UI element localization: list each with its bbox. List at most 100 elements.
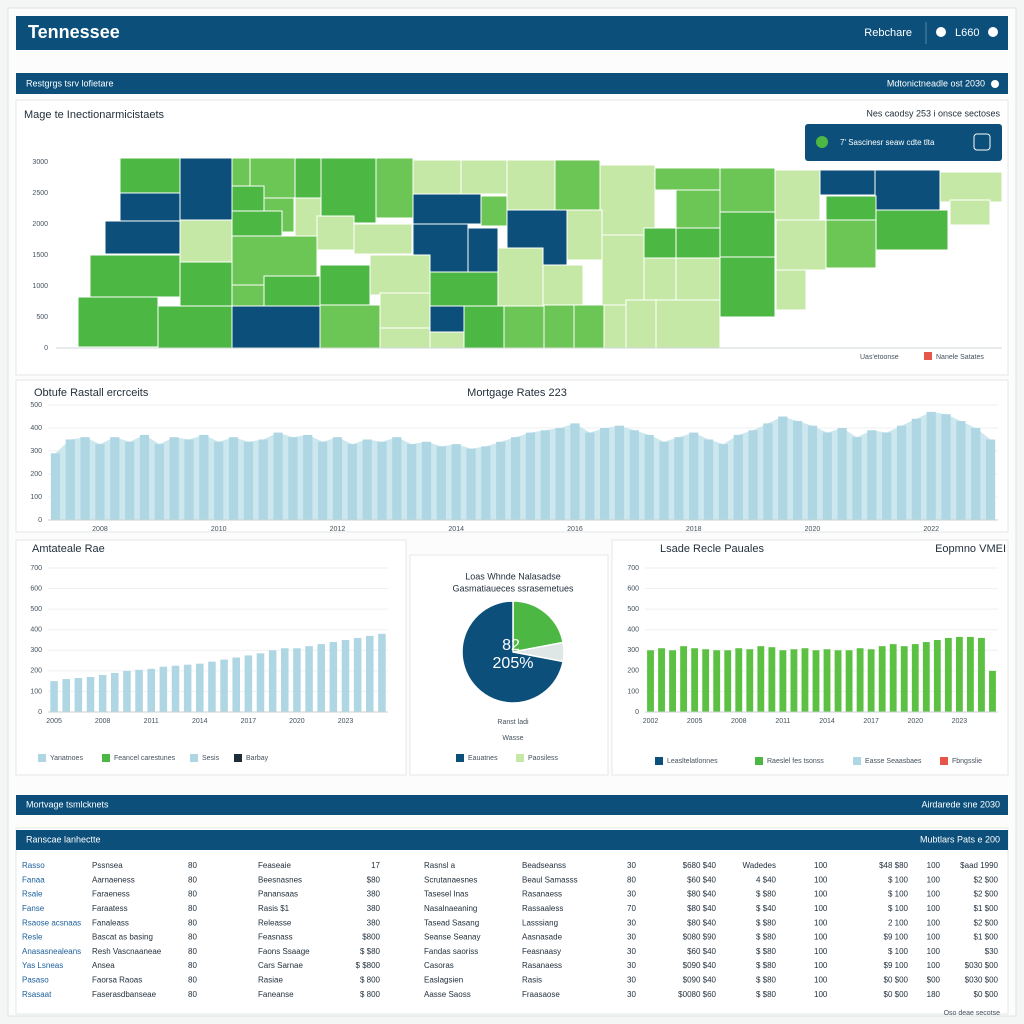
bar [779, 650, 787, 712]
county [825, 195, 877, 221]
callout-button[interactable] [973, 133, 991, 151]
bar [317, 644, 325, 712]
chart-heading: Amtateale Rae [32, 543, 105, 555]
chart-title: Loas Whnde Nalasadse [465, 571, 561, 581]
table-cell: Anasasnealeans [22, 947, 81, 956]
table-cell: 80 [188, 875, 197, 884]
table-cell: Fanaleass [92, 918, 129, 927]
bar [867, 430, 877, 520]
county [231, 157, 251, 187]
county [566, 209, 603, 261]
bar [98, 674, 107, 712]
county [412, 159, 462, 195]
bar [956, 421, 966, 520]
x-tick-label: 2016 [567, 526, 583, 533]
bar [807, 425, 818, 520]
county [643, 227, 677, 259]
bar [922, 642, 930, 712]
caption: Wasse [502, 735, 523, 742]
bar [256, 653, 265, 712]
table-cell: Fanse [22, 904, 45, 913]
map-axis-label: 2500 [32, 190, 48, 197]
bar [111, 672, 119, 712]
y-tick-label: 0 [38, 517, 42, 524]
y-tick-label: 500 [627, 606, 639, 613]
next-button[interactable] [988, 27, 998, 37]
x-tick-label: 2023 [952, 718, 968, 725]
county [231, 210, 283, 237]
menu-label[interactable]: Rebchare [864, 27, 912, 39]
table-cell: 100 [927, 933, 941, 942]
x-tick-label: 2005 [687, 718, 703, 725]
county [353, 223, 413, 255]
bar [159, 666, 168, 712]
county [875, 209, 949, 251]
map-axis-label: 500 [36, 314, 48, 321]
bar [896, 425, 907, 520]
table-cell: $80 $40 [687, 918, 716, 927]
y-tick-label: 700 [30, 565, 42, 572]
table-cell: Seanse Seanay [424, 933, 481, 942]
table-cell: 30 [627, 890, 636, 899]
prev-button[interactable] [936, 27, 946, 37]
legend-label: Fbngsslie [952, 758, 982, 765]
table-cell: $60 $40 [687, 947, 716, 956]
table-cell: $080 $90 [683, 933, 717, 942]
legend-label: Raeslel fes tsonss [767, 758, 824, 765]
table-header [16, 830, 1008, 850]
table-cell: $60 $40 [687, 875, 716, 884]
pie-slice [461, 600, 564, 704]
table-cell: $ 100 [888, 890, 909, 899]
table-cell: Fraasaose [522, 990, 560, 999]
y-tick-label: 300 [30, 448, 42, 455]
bar [647, 650, 654, 712]
table-cell: 30 [627, 918, 636, 927]
map-axis-label: 1000 [32, 283, 48, 290]
table-cell: $090 $40 [683, 976, 717, 985]
bar [812, 650, 820, 712]
table-cell: Resle [22, 933, 43, 942]
bar [793, 421, 803, 520]
table-cell: $80 $40 [687, 890, 716, 899]
table-cell: $80 $40 [687, 904, 716, 913]
table-cell: $9 100 [884, 933, 909, 942]
table-cell: Rassaaless [522, 904, 563, 913]
bar [366, 635, 374, 712]
county [294, 157, 322, 199]
county [601, 234, 645, 306]
bar [733, 434, 743, 520]
chart-heading: Obtufe Rastall ercrceits [34, 387, 149, 399]
bar [86, 677, 95, 712]
bar [110, 437, 120, 520]
bar [196, 663, 204, 712]
county [675, 227, 721, 259]
table-cell: $2 $00 [974, 918, 999, 927]
map-axis-label: 2000 [32, 221, 48, 228]
table-cell: $0 $00 [884, 976, 909, 985]
bar [967, 636, 974, 712]
legend-swatch [234, 754, 242, 762]
x-tick-label: 2014 [819, 718, 835, 725]
table-cell: 80 [188, 976, 197, 985]
bar [184, 439, 194, 520]
y-tick-label: 400 [627, 627, 639, 634]
table-cell: Rasis $1 [258, 904, 290, 913]
callout-icon [816, 136, 828, 148]
table-cell: $ 100 [888, 875, 909, 884]
bar [183, 664, 192, 712]
legend-label: Feancel carestunes [114, 755, 176, 762]
bar [746, 649, 754, 712]
bar [703, 439, 714, 520]
callout [805, 124, 1002, 161]
table-cell: Cars Sarnae [258, 961, 303, 970]
county [263, 275, 321, 307]
bar [768, 647, 776, 712]
y-tick-label: 300 [30, 647, 42, 654]
bar [790, 649, 798, 712]
section-button[interactable] [991, 80, 999, 88]
section-title: Restgrgs tsrv lofietare [26, 78, 114, 88]
map-axis-label: 0 [44, 345, 48, 352]
table-cell: Feaseaie [258, 861, 291, 870]
table-cell: $ $80 [756, 947, 777, 956]
county [573, 304, 605, 349]
